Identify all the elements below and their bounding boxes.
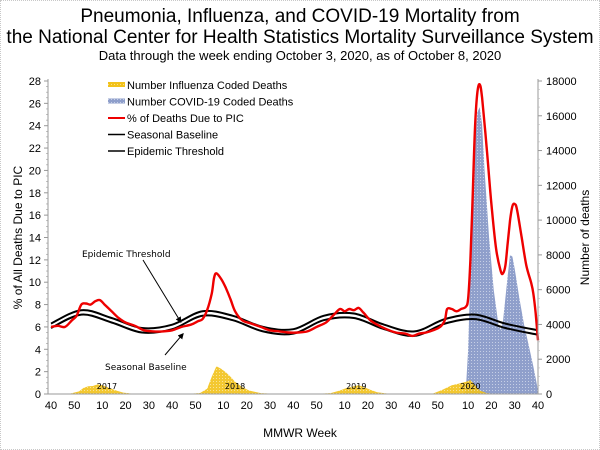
legend-label: Number COVID-19 Coded Deaths [127,97,294,109]
left-axis-tick-label: 10 [29,277,41,289]
right-axis-tick-label: 14000 [546,146,577,158]
right-axis-tick-label: 2000 [546,354,570,366]
season-year-label: 2017 [97,382,117,391]
legend-label: Number Influenza Coded Deaths [127,80,288,92]
x-axis-tick-label: 30 [509,400,521,412]
axes-layer: 0246810121416182022242628020004000600080… [11,76,592,440]
left-axis-tick-label: 28 [29,76,41,88]
x-axis-tick-label: 30 [264,400,276,412]
right-axis-tick-label: 16000 [546,111,577,123]
left-axis-title: % of All Deaths Due to PIC [11,165,25,309]
x-axis-tick-label: 10 [217,400,229,412]
right-axis-tick-label: 4000 [546,319,570,331]
x-axis-tick-label: 10 [338,400,350,412]
annotation-arrow-baseline [164,332,184,356]
left-axis-tick-label: 20 [29,165,41,177]
legend: Number Influenza Coded Deaths Number COVI… [108,80,294,158]
left-axis-tick-label: 8 [35,300,41,312]
x-axis-tick-label: 40 [45,400,57,412]
left-axis-tick-label: 0 [35,389,41,401]
annotation-arrow-threshold [142,259,182,323]
x-axis-tick-label: 30 [385,400,397,412]
right-axis-tick-label: 18000 [546,76,577,88]
x-axis-tick-label: 40 [287,400,299,412]
x-axis-tick-label: 30 [143,400,155,412]
right-axis-tick-label: 6000 [546,285,570,297]
chart-subtitle: Data through the week ending October 3, … [98,48,502,63]
x-axis-tick-label: 40 [532,400,544,412]
x-axis-tick-label: 20 [362,400,374,412]
left-axis-tick-label: 22 [29,143,41,155]
season-year-label: 2018 [225,382,245,391]
x-axis-tick-label: 50 [311,400,323,412]
left-axis-tick-label: 24 [29,121,41,133]
influenza-deaths-area [51,366,538,394]
legend-item: Number Influenza Coded Deaths [108,80,288,92]
left-axis-tick-label: 26 [29,98,41,110]
annotation-layer: Epidemic Threshold Seasonal Baseline [82,250,187,373]
left-axis-tick-label: 16 [29,210,41,222]
x-axis-tick-label: 40 [408,400,420,412]
area-layer [51,107,538,394]
x-axis-tick-label: 10 [462,400,474,412]
left-axis-tick-label: 4 [35,344,41,356]
annotation-epidemic-threshold: Epidemic Threshold [82,250,171,260]
legend-item: % of Deaths Due to PIC [108,113,244,125]
left-axis-tick-label: 14 [29,233,41,245]
legend-swatch-influenza [108,82,125,87]
covid-deaths-area [463,107,538,394]
right-axis-tick-label: 12000 [546,180,577,192]
x-axis-title: MMWR Week [263,426,338,440]
x-axis-tick-label: 20 [485,400,497,412]
legend-label: Epidemic Threshold [127,146,224,158]
right-axis-title: Number of deaths [578,190,592,285]
left-axis-tick-label: 2 [35,367,41,379]
right-axis-tick-label: 8000 [546,250,570,262]
pic-percent-line [50,82,540,341]
x-axis-tick-label: 20 [241,400,253,412]
right-axis-tick-label: 0 [546,389,552,401]
right-axis-tick-label: 10000 [546,215,577,227]
legend-label: Seasonal Baseline [127,130,218,142]
season-year-label: 2020 [460,382,480,391]
x-axis-tick-label: 20 [119,400,131,412]
left-axis-tick-label: 12 [29,255,41,267]
annotation-seasonal-baseline: Seasonal Baseline [105,363,187,373]
x-axis-tick-label: 50 [432,400,444,412]
x-axis-tick-label: 50 [68,400,80,412]
legend-swatch-covid [108,98,125,104]
season-year-label: 2019 [346,382,366,391]
legend-item: Seasonal Baseline [108,130,218,142]
line-layer [50,82,540,341]
legend-item: Epidemic Threshold [108,146,224,158]
chart-title: Pneumonia, Influenza, and COVID-19 Morta… [80,6,520,27]
x-axis-tick-label: 40 [166,400,178,412]
x-axis-tick-label: 10 [96,400,108,412]
left-axis-tick-label: 6 [35,322,41,334]
x-axis-tick-label: 50 [189,400,201,412]
legend-item: Number COVID-19 Coded Deaths [108,97,294,109]
chart-title-line2: the National Center for Health Statistic… [6,27,594,48]
legend-label: % of Deaths Due to PIC [127,113,244,125]
left-axis-tick-label: 18 [29,188,41,200]
